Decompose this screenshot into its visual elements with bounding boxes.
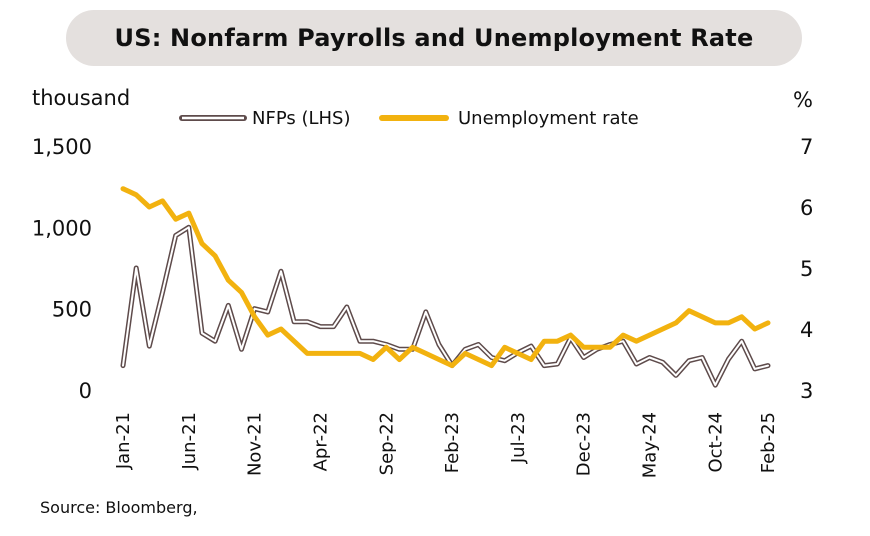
right-y-tick-label: 4 (800, 318, 813, 342)
source-note: Source: Bloomberg, (40, 498, 198, 517)
chart-title-box: US: Nonfarm Payrolls and Unemployment Ra… (66, 10, 802, 66)
right-y-tick-label: 3 (800, 379, 813, 403)
left-y-tick-label: 500 (52, 298, 92, 322)
nfp-series-line-inner (122, 226, 769, 387)
legend-nfp-label: NFPs (LHS) (252, 108, 351, 129)
chart-title: US: Nonfarm Payrolls and Unemployment Ra… (114, 24, 754, 52)
right-y-tick-label: 5 (800, 257, 813, 281)
right-y-tick-label: 6 (800, 196, 813, 220)
x-tick-label: Jul-23 (508, 412, 529, 464)
left-y-tick-label: 1,000 (32, 216, 92, 240)
legend-unemployment-label: Unemployment rate (458, 108, 639, 129)
x-tick-label: Jan-21 (113, 412, 134, 470)
left-y-tick-label: 1,500 (32, 135, 92, 159)
x-tick-label: Jun-21 (179, 412, 200, 471)
x-tick-label: Dec-23 (574, 412, 595, 476)
right-axis-unit: % (793, 88, 813, 112)
x-tick-label: Apr-22 (310, 412, 331, 471)
right-y-tick-label: 7 (800, 135, 813, 159)
x-tick-label: Nov-21 (245, 412, 266, 476)
left-y-tick-label: 0 (79, 379, 92, 403)
x-tick-label: Oct-24 (705, 412, 726, 473)
left-axis-unit: thousand (32, 86, 131, 110)
unemployment-series-line (120, 186, 771, 369)
x-tick-label: Feb-25 (758, 412, 779, 473)
x-tick-label: Feb-23 (442, 412, 463, 473)
x-tick-label: May-24 (640, 412, 661, 478)
x-tick-label: Sep-22 (376, 412, 397, 475)
